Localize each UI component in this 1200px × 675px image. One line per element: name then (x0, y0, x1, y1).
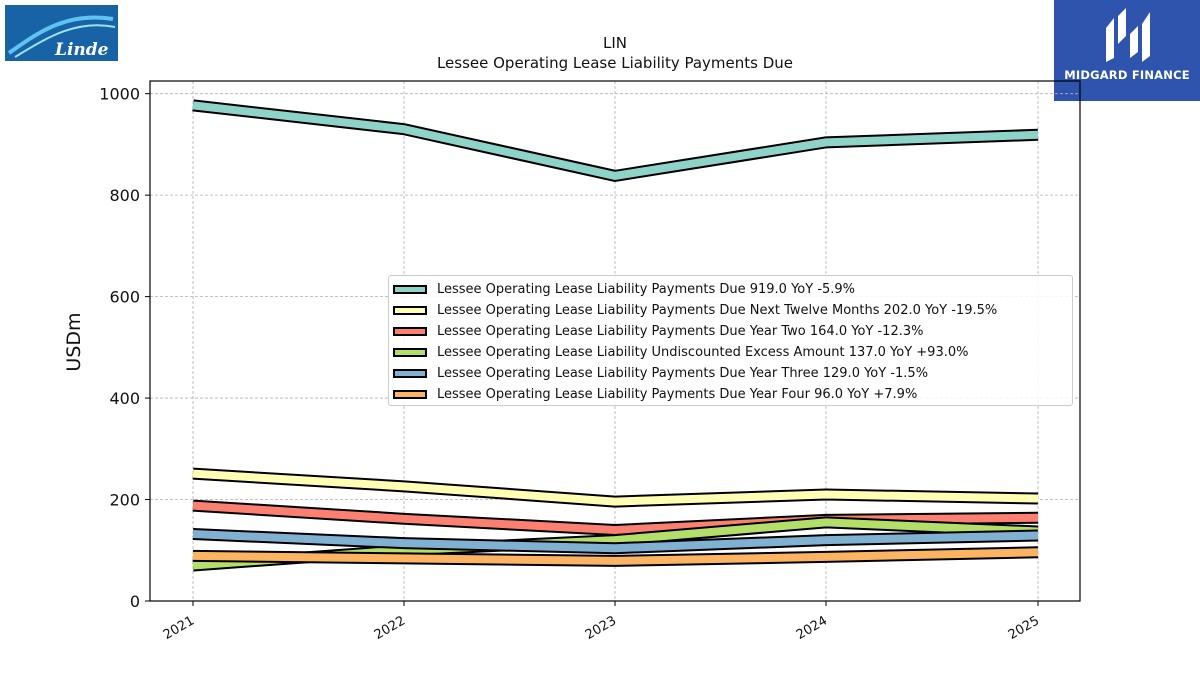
midgard-finance-wordmark: MIDGARD FINANCE (1064, 68, 1190, 82)
y-tick-label: 800 (109, 186, 140, 205)
series-line (192, 467, 1039, 508)
series-line (192, 99, 1039, 182)
midgard-logo-mark (1106, 8, 1150, 62)
legend-swatch (393, 306, 427, 315)
legend-swatch (393, 369, 427, 378)
legend-swatch (393, 348, 427, 357)
series-line-fill (192, 530, 1039, 553)
y-axis-label: USDm (63, 312, 85, 371)
legend-label: Lessee Operating Lease Liability Payment… (437, 324, 924, 339)
legend-label: Lessee Operating Lease Liability Payment… (437, 282, 856, 297)
series-line-fill (192, 501, 1039, 534)
chart-title: LIN (603, 34, 627, 52)
series-line-fill (192, 101, 1039, 180)
legend-item: Lessee Operating Lease Liability Undisco… (389, 342, 1072, 363)
midgard-finance-logo: MIDGARD FINANCE (1054, 0, 1200, 101)
x-tick-label: 2025 (1006, 613, 1042, 643)
x-tick-label: 2021 (161, 613, 197, 643)
legend-label: Lessee Operating Lease Liability Payment… (437, 366, 929, 381)
series-line (192, 546, 1039, 567)
chart-subtitle: Lessee Operating Lease Liability Payment… (437, 54, 793, 72)
y-tick-label: 0 (130, 592, 140, 611)
series-line-fill (192, 469, 1039, 506)
series-line (192, 499, 1039, 536)
legend-item: Lessee Operating Lease Liability Payment… (389, 363, 1072, 384)
x-tick-label: 2022 (372, 613, 408, 643)
y-tick-label: 1000 (99, 85, 140, 104)
legend-item: Lessee Operating Lease Liability Payment… (389, 321, 1072, 342)
y-tick-label: 200 (109, 491, 140, 510)
series-line-fill (192, 548, 1039, 565)
svg-text:Linde: Linde (54, 40, 109, 60)
legend-label: Lessee Operating Lease Liability Payment… (437, 303, 998, 318)
y-tick-label: 600 (109, 288, 140, 307)
chart-legend: Lessee Operating Lease Liability Payment… (388, 275, 1073, 406)
linde-logo-graphic: Linde (7, 15, 116, 60)
y-tick-label: 400 (109, 389, 140, 408)
legend-label: Lessee Operating Lease Liability Undisco… (437, 345, 969, 360)
legend-swatch (393, 285, 427, 294)
linde-logo: Linde (5, 5, 118, 61)
series-line (192, 528, 1039, 555)
x-tick-label: 2024 (794, 613, 830, 643)
legend-swatch (393, 327, 427, 336)
legend-swatch (393, 390, 427, 399)
legend-item: Lessee Operating Lease Liability Payment… (389, 279, 1072, 300)
legend-item: Lessee Operating Lease Liability Payment… (389, 384, 1072, 405)
x-tick-label: 2023 (583, 613, 619, 643)
legend-item: Lessee Operating Lease Liability Payment… (389, 300, 1072, 321)
legend-label: Lessee Operating Lease Liability Payment… (437, 387, 918, 402)
